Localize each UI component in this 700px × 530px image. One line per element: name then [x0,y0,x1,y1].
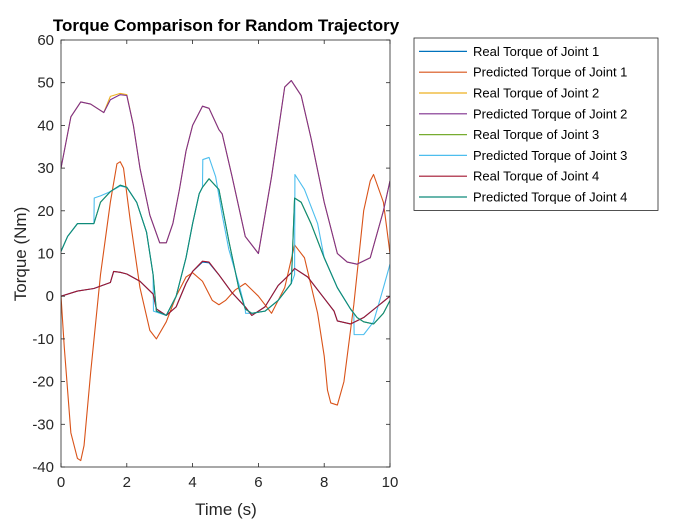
y-tick-label: 40 [37,117,54,134]
legend-label-5: Real Torque of Joint 3 [473,127,599,142]
legend-label-6: Predicted Torque of Joint 3 [473,148,627,163]
y-tick-label: 10 [37,246,54,263]
y-tick-label: -10 [32,331,54,348]
legend: Real Torque of Joint 1 Predicted Torque o… [413,37,659,211]
y-tick-label: -30 [32,416,54,433]
legend-label-7: Real Torque of Joint 4 [473,169,599,184]
x-tick-label: 0 [57,474,65,491]
y-tick-label: 60 [37,32,54,49]
legend-box [413,37,659,211]
series-lines [61,80,390,462]
x-tick-label: 6 [254,474,262,491]
legend-label-2: Predicted Torque of Joint 1 [473,65,627,80]
y-tick-label: -40 [32,459,54,476]
series-line-8 [61,178,390,325]
y-tick-label: 50 [37,75,54,92]
x-tick-label: 10 [382,474,399,491]
y-tick-label: 0 [46,288,54,305]
legend-label-3: Real Torque of Joint 2 [473,86,599,101]
x-tick-label: 8 [320,474,328,491]
series-line-7 [61,260,390,325]
legend-label-8: Predicted Torque of Joint 4 [473,190,627,205]
x-axis-label: Time (s) [195,500,257,519]
series-line-4 [61,80,390,265]
x-tick-label: 2 [123,474,131,491]
legend-label-1: Real Torque of Joint 1 [473,44,599,59]
y-tick-label: 30 [37,160,54,177]
legend-label-4: Predicted Torque of Joint 2 [473,106,627,121]
x-tick-label: 4 [188,474,196,491]
axes: 0 2 4 6 8 10 -40 -30 -20 -10 0 10 20 30 40 50 60 [32,32,398,491]
chart-title: Torque Comparison for Random Trajectory [53,16,400,35]
plot-area [61,80,390,462]
y-axis-label: Torque (Nm) [11,207,30,301]
y-tick-label: -20 [32,374,54,391]
y-tick-label: 20 [37,203,54,220]
series-line-2 [61,161,390,462]
